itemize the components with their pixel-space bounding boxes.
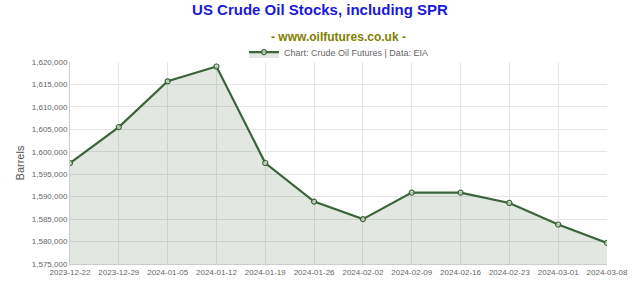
svg-text:1,590,000: 1,590,000 <box>32 192 68 201</box>
svg-text:1,620,000: 1,620,000 <box>32 58 68 67</box>
svg-text:2024-01-26: 2024-01-26 <box>294 268 335 277</box>
svg-text:- www.oilfutures.co.uk -: - www.oilfutures.co.uk - <box>271 30 406 44</box>
svg-text:1,605,000: 1,605,000 <box>32 125 68 134</box>
svg-text:2024-02-23: 2024-02-23 <box>489 268 530 277</box>
svg-text:2024-01-12: 2024-01-12 <box>196 268 237 277</box>
svg-text:1,575,000: 1,575,000 <box>32 260 68 269</box>
svg-text:1,615,000: 1,615,000 <box>32 80 68 89</box>
svg-text:2023-12-22: 2023-12-22 <box>50 268 91 277</box>
svg-text:1,595,000: 1,595,000 <box>32 170 68 179</box>
svg-text:Chart: Crude Oil Futures | Dat: Chart: Crude Oil Futures | Data: EIA <box>284 48 428 58</box>
svg-text:1,610,000: 1,610,000 <box>32 103 68 112</box>
svg-text:2024-02-16: 2024-02-16 <box>440 268 481 277</box>
svg-text:1,600,000: 1,600,000 <box>32 148 68 157</box>
svg-text:2023-12-29: 2023-12-29 <box>98 268 139 277</box>
svg-text:2024-02-02: 2024-02-02 <box>342 268 383 277</box>
svg-text:US Crude Oil Stocks, including: US Crude Oil Stocks, including SPR <box>192 1 448 18</box>
svg-text:1,580,000: 1,580,000 <box>32 237 68 246</box>
svg-text:2024-03-01: 2024-03-01 <box>538 268 579 277</box>
svg-text:2024-03-08: 2024-03-08 <box>587 268 628 277</box>
svg-text:1,585,000: 1,585,000 <box>32 215 68 224</box>
svg-text:2024-02-09: 2024-02-09 <box>391 268 432 277</box>
svg-text:Barrels: Barrels <box>14 145 26 180</box>
svg-text:2024-01-05: 2024-01-05 <box>147 268 188 277</box>
svg-text:2024-01-19: 2024-01-19 <box>245 268 286 277</box>
